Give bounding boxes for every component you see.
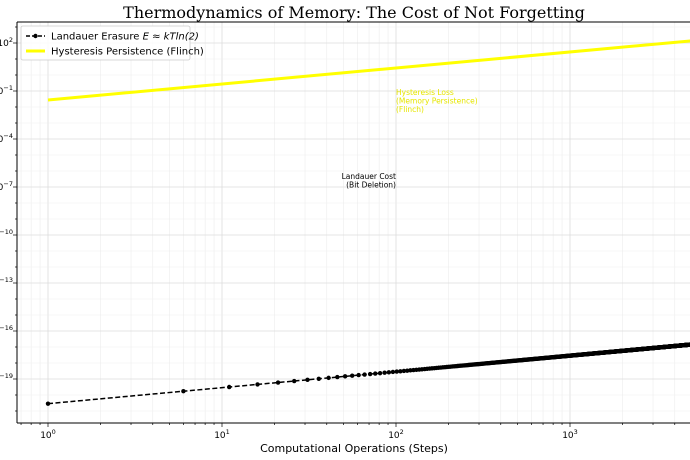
axes: 100 101 102 103 102 10−1 10−4 10−7 10−10 10−13 10−… bbox=[0, 21, 690, 441]
landauer-point bbox=[401, 368, 407, 374]
landauer-point bbox=[275, 380, 281, 385]
y-tick-label: 10−4 bbox=[0, 132, 13, 145]
landauer-point bbox=[335, 374, 340, 380]
landauer-point bbox=[45, 401, 51, 406]
landauer-point bbox=[373, 371, 378, 376]
annotation-landauer: Landauer Cost (Bit Deletion) bbox=[342, 172, 396, 190]
landauer-point bbox=[342, 374, 348, 379]
annotation-hysteresis: Hysteresis Loss (Memory Persistence) (Flin… bbox=[396, 88, 478, 114]
x-tick-label: 102 bbox=[388, 428, 404, 441]
y-tick-label: 10−1 bbox=[0, 84, 13, 97]
landauer-point bbox=[398, 369, 403, 374]
x-tick-label: 103 bbox=[562, 428, 578, 441]
landauer-point bbox=[349, 373, 355, 378]
legend: Landauer Erasure E ≈ kTln(2) Hysteresis … bbox=[20, 25, 204, 61]
landauer-point bbox=[181, 389, 186, 394]
chart-title: Thermodynamics of Memory: The Cost of No… bbox=[123, 3, 585, 22]
x-tick-label: 101 bbox=[214, 428, 230, 441]
landauer-point bbox=[316, 376, 321, 381]
legend-box bbox=[20, 25, 191, 61]
y-tick-label: 10−19 bbox=[0, 372, 13, 385]
landauer-point bbox=[394, 369, 399, 374]
legend-label-hysteresis: Hysteresis Persistence (Flinch) bbox=[51, 47, 204, 58]
series-layer bbox=[45, 39, 690, 406]
landauer-point bbox=[305, 377, 310, 383]
landauer-point bbox=[292, 378, 297, 384]
landauer-point bbox=[326, 375, 331, 381]
y-tick-label: 102 bbox=[0, 36, 13, 49]
landauer-point bbox=[362, 372, 367, 377]
landauer-point bbox=[227, 384, 232, 390]
landauer-point bbox=[382, 370, 387, 375]
annotations: Hysteresis Loss (Memory Persistence) (Flin… bbox=[342, 88, 478, 189]
legend-label-landauer: Landauer Erasure E ≈ kTln(2) bbox=[51, 32, 199, 43]
landauer-point bbox=[390, 369, 396, 375]
landauer-point bbox=[367, 371, 373, 377]
y-tick-label: 10−10 bbox=[0, 228, 13, 241]
y-tick-label: 10−7 bbox=[0, 180, 13, 193]
landauer-point bbox=[377, 370, 383, 376]
hysteresis-line bbox=[47, 39, 690, 102]
landauer-point bbox=[356, 372, 361, 378]
landauer-point bbox=[255, 382, 260, 387]
landauer-point bbox=[386, 370, 392, 375]
grid bbox=[17, 22, 690, 423]
x-axis-label: Computational Operations (Steps) bbox=[260, 442, 448, 455]
y-tick-label: 10−13 bbox=[0, 276, 13, 289]
legend-marker-landauer bbox=[33, 33, 38, 39]
x-tick-label: 100 bbox=[40, 428, 56, 441]
y-tick-label: 10−16 bbox=[0, 324, 13, 337]
landauer-point bbox=[405, 368, 410, 373]
